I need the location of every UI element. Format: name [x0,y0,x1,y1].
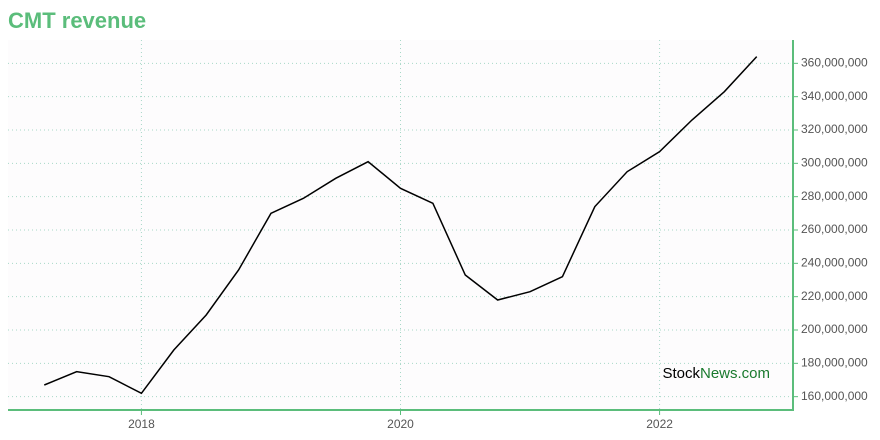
y-tick-label: 260,000,000 [801,222,868,236]
y-tick-label: 320,000,000 [801,122,868,136]
y-tick-label: 200,000,000 [801,322,868,336]
x-tick-label: 2022 [646,417,673,431]
y-tick-label: 160,000,000 [801,389,868,403]
watermark: StockNews.com [662,365,770,382]
x-tick-label: 2020 [387,417,414,431]
y-tick-label: 180,000,000 [801,356,868,370]
chart-title: CMT revenue [8,8,146,33]
y-tick-label: 300,000,000 [801,156,868,170]
y-tick-label: 220,000,000 [801,289,868,303]
line-series [43,56,758,395]
y-tick-label: 360,000,000 [801,56,868,70]
y-tick-label: 280,000,000 [801,189,868,203]
x-tick-label: 2018 [128,417,155,431]
y-tick-label: 340,000,000 [801,89,868,103]
watermark-stock: Stock [662,365,700,382]
watermark-news: News.com [700,365,770,382]
y-tick-label: 240,000,000 [801,256,868,270]
